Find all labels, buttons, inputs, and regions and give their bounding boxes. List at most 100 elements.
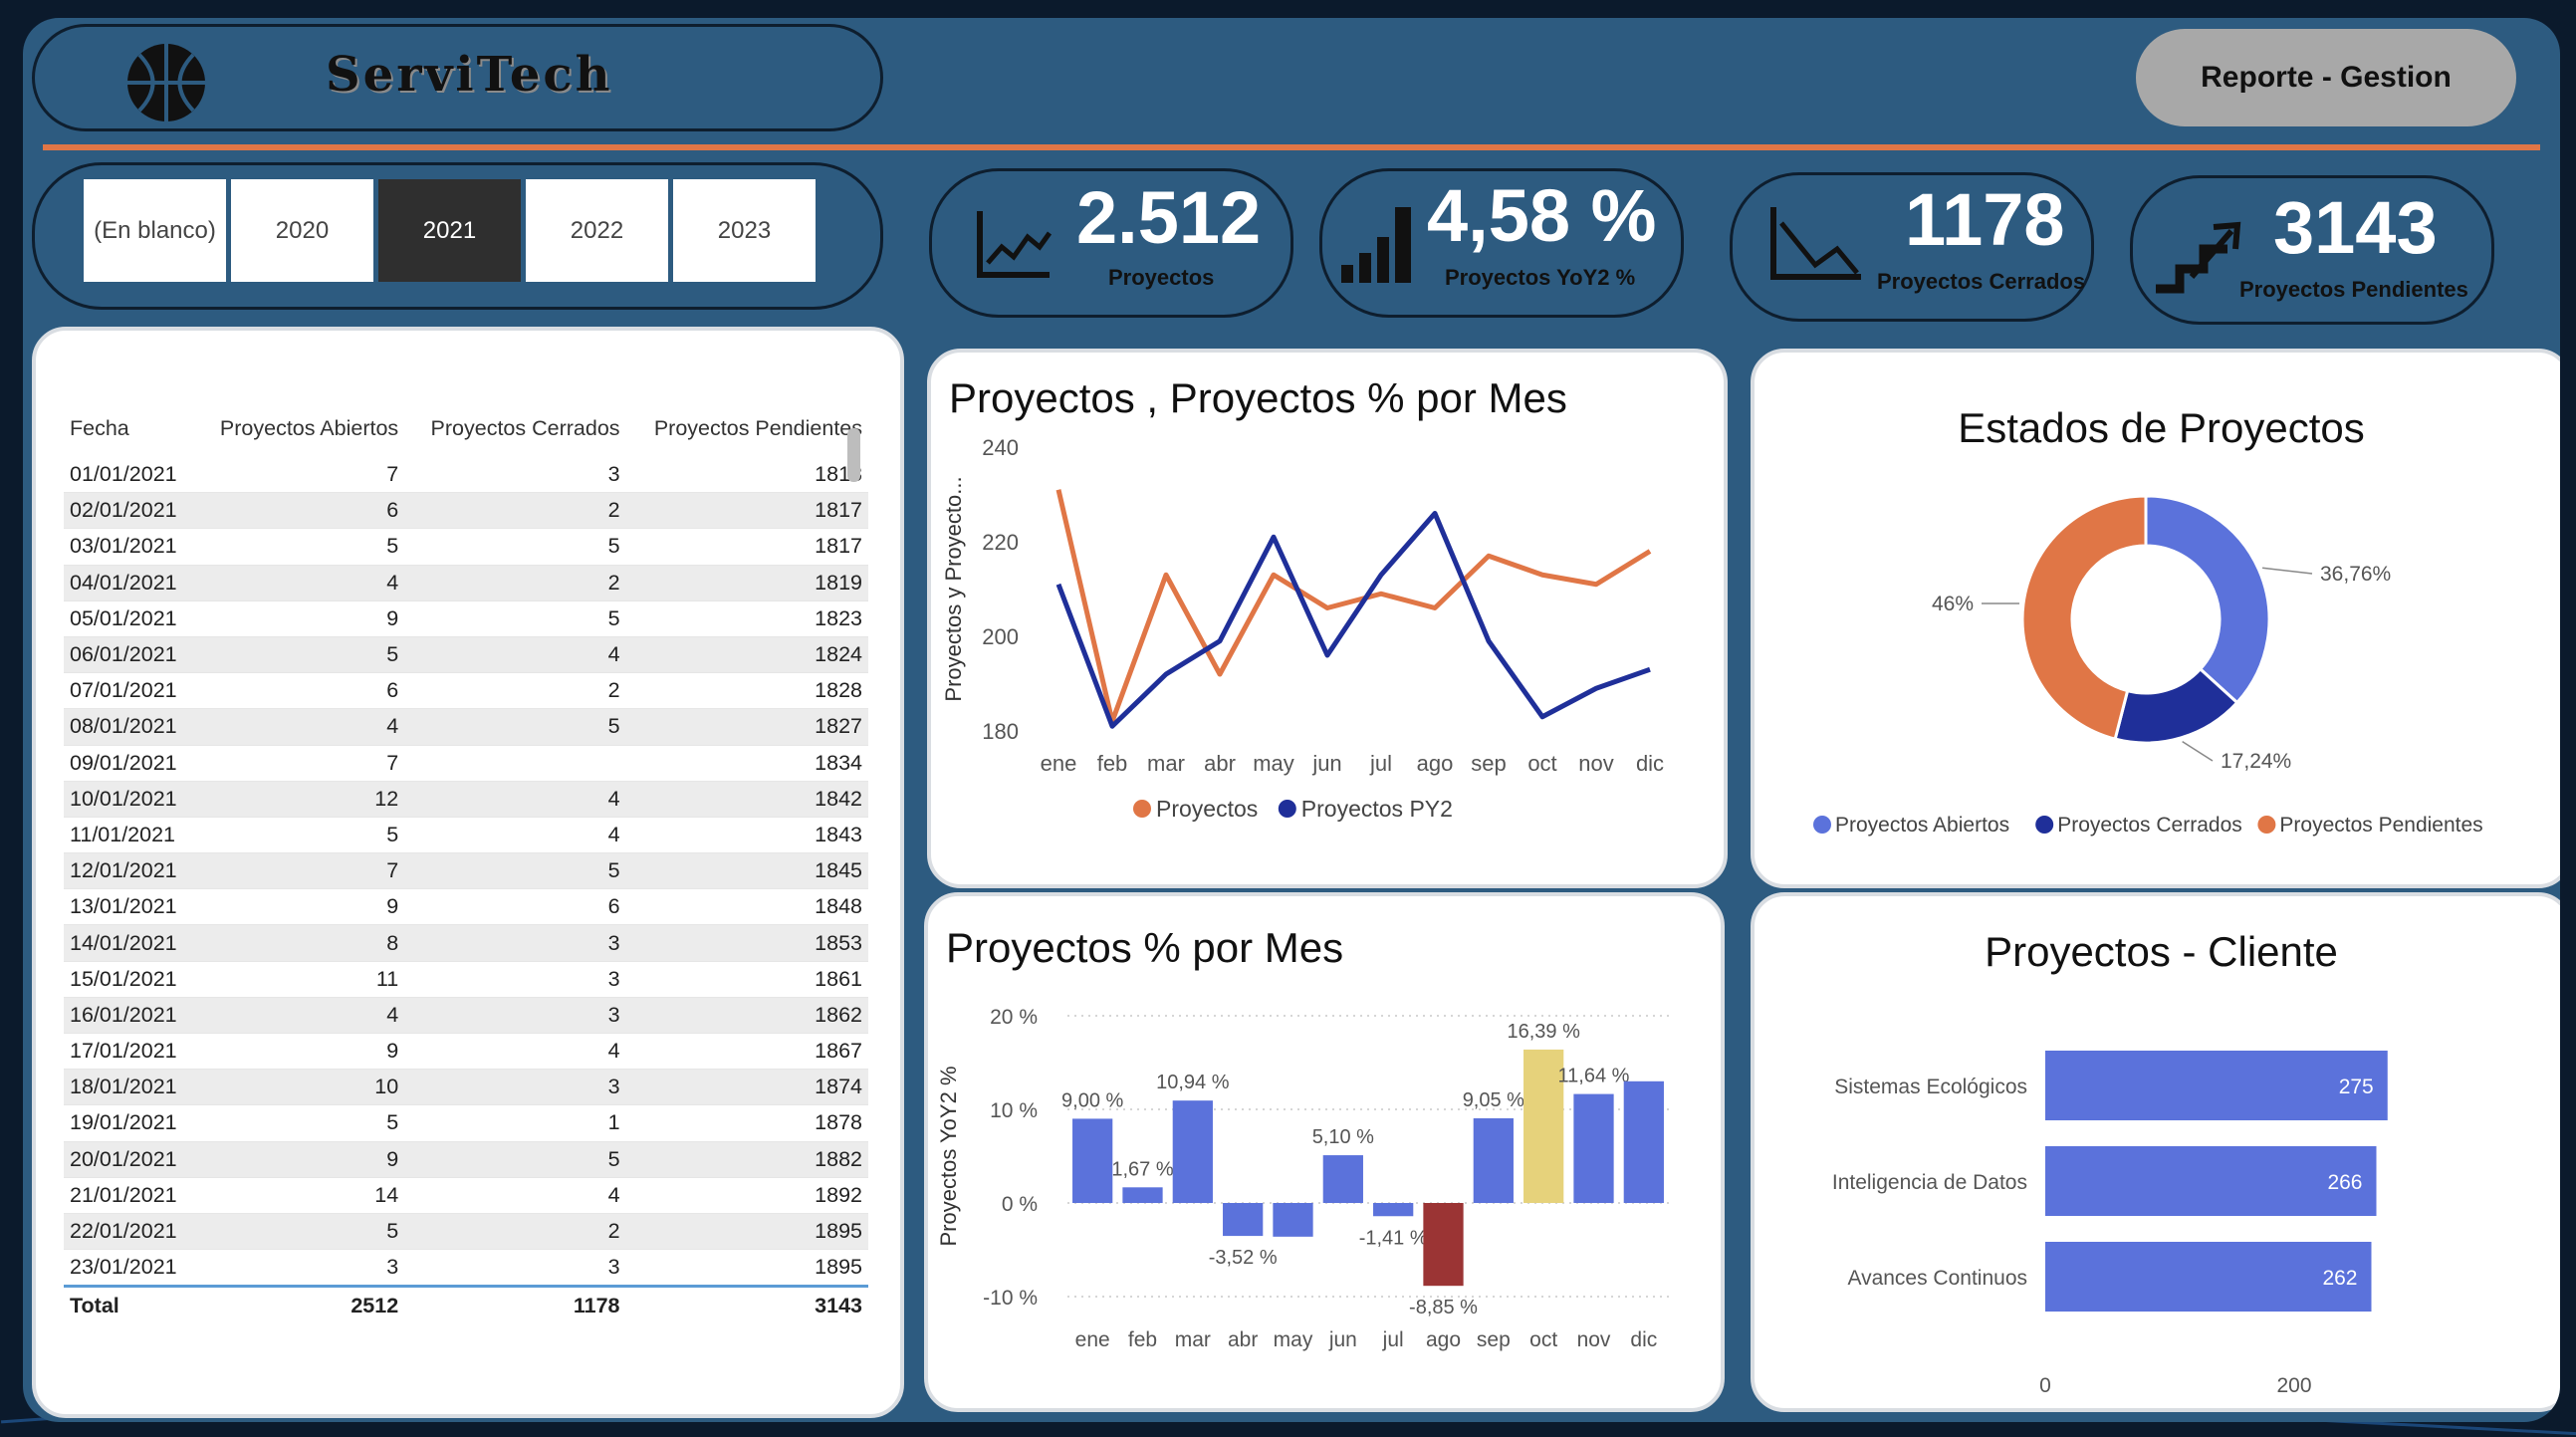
- yoy-bar: [1122, 1187, 1162, 1203]
- basketball-logo-icon: [124, 41, 208, 124]
- table-row[interactable]: 05/01/2021 9 5 1823: [64, 600, 868, 636]
- orange-divider: [43, 144, 2540, 150]
- table-row[interactable]: 17/01/2021 9 4 1867: [64, 1034, 868, 1070]
- yoy-data-label: 9,05 %: [1463, 1089, 1524, 1111]
- bar-y-tick-label: 0 %: [1002, 1193, 1038, 1216]
- table-header-cell[interactable]: Fecha: [64, 400, 195, 457]
- table-row[interactable]: 02/01/2021 6 2 1817: [64, 493, 868, 529]
- table-cell: 01/01/2021: [64, 457, 195, 493]
- legend-dot: [1279, 800, 1296, 818]
- table-cell: 1867: [626, 1034, 868, 1070]
- table-total-cell: 2512: [195, 1287, 405, 1324]
- client-category-label: Sistemas Ecológicos: [1834, 1076, 2027, 1098]
- line-x-tick-label: feb: [1097, 751, 1128, 776]
- table-cell: 17/01/2021: [64, 1034, 195, 1070]
- table-row[interactable]: 16/01/2021 4 3 1862: [64, 997, 868, 1033]
- report-gestion-button[interactable]: Reporte - Gestion: [2136, 29, 2516, 126]
- table-cell: 9: [195, 1034, 405, 1070]
- table-cell: 2: [404, 493, 625, 529]
- bar-chart-icon: [1337, 197, 1419, 287]
- kpi-cerrados-label: Proyectos Cerrados: [1877, 269, 2085, 295]
- year-option-2020[interactable]: 2020: [231, 179, 373, 282]
- table-cell: 18/01/2021: [64, 1070, 195, 1105]
- kpi-cerrados-value: 1178: [1905, 177, 2065, 262]
- table-row[interactable]: 18/01/2021 10 3 1874: [64, 1070, 868, 1105]
- table-row[interactable]: 01/01/2021 7 3 1813: [64, 457, 868, 493]
- table-row[interactable]: 21/01/2021 14 4 1892: [64, 1177, 868, 1213]
- line-x-tick-label: sep: [1471, 751, 1506, 776]
- table-cell: 5: [404, 529, 625, 565]
- table-row[interactable]: 23/01/2021 3 3 1895: [64, 1250, 868, 1287]
- table-total-row: Total 2512 1178 3143: [64, 1287, 868, 1324]
- client-category-label: Avances Continuos: [1847, 1267, 2027, 1290]
- table-cell: 3: [404, 925, 625, 961]
- table-cell: 1813: [626, 457, 868, 493]
- daily-projects-table-card: Fecha Proyectos Abiertos Proyectos Cerrado…: [32, 327, 904, 1418]
- table-row[interactable]: 08/01/2021 4 5 1827: [64, 709, 868, 745]
- donut-leader-line: [2262, 568, 2312, 574]
- line-y-tick-label: 220: [982, 530, 1019, 555]
- declining-chart-icon: [1765, 203, 1865, 288]
- table-cell: 1853: [626, 925, 868, 961]
- table-cell: 1882: [626, 1141, 868, 1177]
- client-x-tick-label: 200: [2276, 1374, 2311, 1397]
- table-cell: 5: [404, 709, 625, 745]
- line-x-tick-label: jul: [1369, 751, 1392, 776]
- table-row[interactable]: 07/01/2021 6 2 1828: [64, 673, 868, 709]
- table-row[interactable]: 10/01/2021 12 4 1842: [64, 781, 868, 817]
- year-option-2023[interactable]: 2023: [673, 179, 816, 282]
- legend-label: Proyectos Cerrados: [2057, 814, 2242, 837]
- table-header-cell[interactable]: Proyectos Pendientes: [626, 400, 868, 457]
- table-total-cell: 3143: [626, 1287, 868, 1324]
- donut-slice: [2146, 496, 2269, 703]
- table-cell: 4: [195, 997, 405, 1033]
- table-row[interactable]: 14/01/2021 8 3 1853: [64, 925, 868, 961]
- year-option-2021[interactable]: 2021: [378, 179, 521, 282]
- bar-x-tick-label: ago: [1426, 1328, 1461, 1351]
- table-cell: 7: [195, 457, 405, 493]
- table-cell: 4: [404, 636, 625, 672]
- table-cell: 3: [404, 997, 625, 1033]
- stairs-arrow-icon: [2152, 217, 2246, 297]
- year-option-blank[interactable]: (En blanco): [84, 179, 226, 282]
- yoy-bar: [1624, 1081, 1664, 1203]
- yoy-data-label: 5,10 %: [1312, 1126, 1374, 1148]
- bar-x-tick-label: ene: [1075, 1328, 1110, 1351]
- table-cell: 1824: [626, 636, 868, 672]
- table-cell: 7: [195, 745, 405, 781]
- line-x-tick-label: dic: [1636, 751, 1664, 776]
- brand-title: ServiTech: [326, 47, 613, 103]
- table-row[interactable]: 11/01/2021 5 4 1843: [64, 817, 868, 852]
- table-cell: 6: [404, 889, 625, 925]
- yoy-data-label: -1,41 %: [1359, 1227, 1428, 1249]
- donut-value-label: 17,24%: [2221, 750, 2291, 773]
- table-row[interactable]: 19/01/2021 5 1 1878: [64, 1105, 868, 1141]
- client-bar-chart: Sistemas Ecológicos 275Inteligencia de Da…: [1755, 896, 2560, 1408]
- year-option-2022[interactable]: 2022: [526, 179, 668, 282]
- table-row[interactable]: 06/01/2021 5 4 1824: [64, 636, 868, 672]
- yoy-data-label: 16,39 %: [1507, 1021, 1580, 1043]
- table-row[interactable]: 04/01/2021 4 2 1819: [64, 565, 868, 600]
- table-header-cell[interactable]: Proyectos Abiertos: [195, 400, 405, 457]
- table-cell: 1845: [626, 853, 868, 889]
- table-row[interactable]: 09/01/2021 7 1834: [64, 745, 868, 781]
- table-row[interactable]: 03/01/2021 5 5 1817: [64, 529, 868, 565]
- table-row[interactable]: 15/01/2021 11 3 1861: [64, 961, 868, 997]
- legend-label: Proyectos Abiertos: [1835, 814, 2009, 837]
- kpi-proyectos-label: Proyectos: [1108, 265, 1214, 291]
- bar-x-tick-label: may: [1274, 1328, 1313, 1351]
- table-cell: 5: [195, 1105, 405, 1141]
- table-cell: 3: [404, 1070, 625, 1105]
- bar-x-tick-label: abr: [1228, 1328, 1258, 1351]
- table-header-cell[interactable]: Proyectos Cerrados: [404, 400, 625, 457]
- table-cell: 1834: [626, 745, 868, 781]
- table-cell: 1878: [626, 1105, 868, 1141]
- table-scrollbar-thumb[interactable]: [847, 428, 860, 482]
- table-row[interactable]: 20/01/2021 9 5 1882: [64, 1141, 868, 1177]
- client-bar-value: 275: [2339, 1076, 2374, 1098]
- table-row[interactable]: 22/01/2021 5 2 1895: [64, 1213, 868, 1249]
- table-cell: 1892: [626, 1177, 868, 1213]
- table-row[interactable]: 12/01/2021 7 5 1845: [64, 853, 868, 889]
- line-x-tick-label: mar: [1147, 751, 1185, 776]
- table-row[interactable]: 13/01/2021 9 6 1848: [64, 889, 868, 925]
